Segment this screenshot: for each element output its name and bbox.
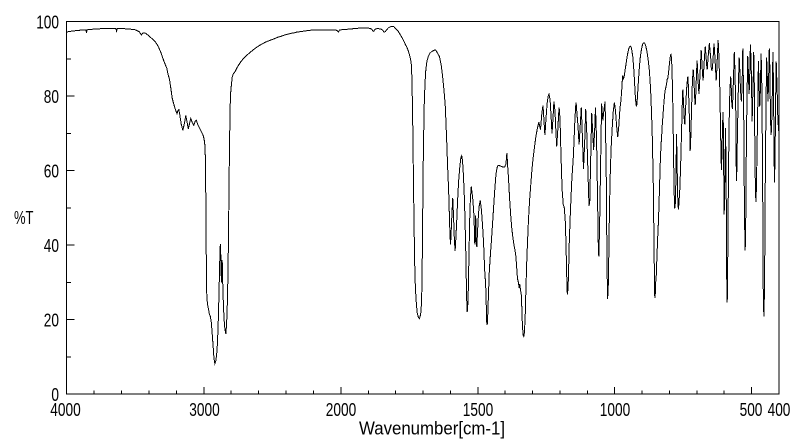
svg-text:400: 400: [768, 400, 791, 420]
svg-text:60: 60: [44, 162, 59, 182]
svg-text:1000: 1000: [600, 400, 630, 420]
svg-text:4000: 4000: [50, 400, 80, 420]
svg-text:2000: 2000: [326, 400, 356, 420]
svg-text:1500: 1500: [463, 400, 493, 420]
svg-text:20: 20: [44, 311, 59, 331]
svg-text:40: 40: [44, 236, 59, 256]
svg-text:0: 0: [51, 385, 59, 405]
svg-text:Wavenumber[cm-1]: Wavenumber[cm-1]: [359, 419, 505, 439]
svg-text:500: 500: [740, 400, 763, 420]
svg-text:%T: %T: [14, 208, 34, 228]
svg-text:3000: 3000: [189, 400, 219, 420]
svg-text:80: 80: [44, 87, 59, 107]
svg-text:100: 100: [36, 13, 59, 33]
